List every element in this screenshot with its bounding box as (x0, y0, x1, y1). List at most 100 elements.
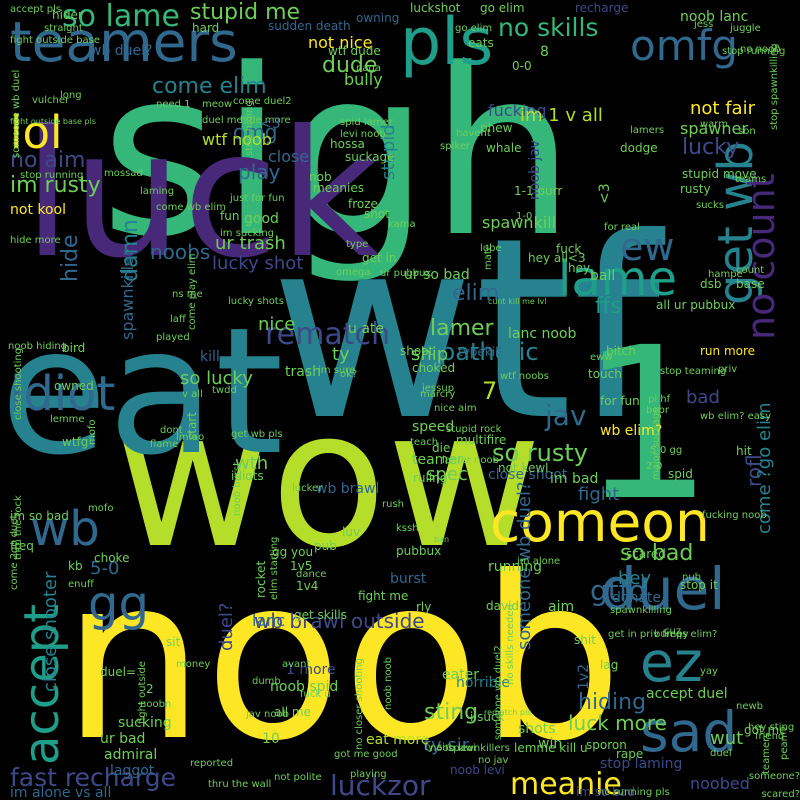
word-im-so-bad: im so bad (576, 785, 635, 799)
word-wb-brawl: wb brawl (316, 481, 380, 497)
word-straight: straight (44, 23, 83, 34)
word-luckzor: luckzor (330, 769, 431, 800)
word-fucking-noob: fucking noob (702, 510, 767, 521)
word-gg: gg (88, 576, 149, 632)
word-duel: duel? (216, 602, 237, 651)
word-spawnkillers: spawnkillers (448, 743, 510, 754)
word-bad: bad (686, 387, 720, 408)
word-stupid-rock: stupid rock (446, 424, 502, 435)
word-wtf-dude: wtf dude (328, 44, 381, 58)
word-jav-noob: jav noob (246, 709, 289, 720)
word-speed: speed (412, 419, 455, 435)
word-comeon: comeon (490, 490, 710, 554)
word-u-ate: u ate (348, 321, 385, 337)
word-rly: rly (416, 600, 432, 614)
word-hey: hey (618, 568, 652, 589)
word-count: count (736, 265, 765, 276)
word-sucking: sucking (118, 715, 172, 731)
word-wut: wut (710, 728, 744, 749)
word-run-more: run more (700, 344, 756, 358)
word-hit: hit (736, 444, 752, 458)
word-stop-laming: stop laming (600, 756, 683, 772)
word-lucker: lucker (292, 483, 323, 494)
word-sporon: sporon (586, 738, 627, 752)
word-ban: ban (434, 535, 450, 544)
word-come-wb-elim: come wb elim (156, 202, 226, 213)
word-noobn: noobn (140, 699, 172, 710)
word-type: type (346, 239, 369, 250)
word-bird: bird (62, 341, 86, 355)
word-i-suck: i suck (470, 710, 505, 724)
word-close-shoot: close shoot (488, 467, 568, 483)
word-laggot: laggot (110, 763, 155, 779)
word-hide: hide (58, 234, 83, 282)
word-played: played (156, 332, 190, 343)
word-die: die (432, 441, 451, 455)
word-dodge: dodge (620, 141, 658, 155)
word-sit: sit (166, 635, 181, 649)
word-wtf-noobs: wtf noobs (500, 371, 549, 382)
word-luck: luck (23, 94, 381, 297)
word-duel: duel (710, 748, 732, 759)
word-wb-brawl-outside: wb brawl outside (254, 609, 425, 633)
word-pathetic: pathetic (440, 338, 539, 366)
word-wtf: wtf (270, 184, 661, 475)
word-nob: nob (309, 170, 332, 184)
word-lamers: lamers (630, 125, 665, 136)
word-running: running (488, 559, 543, 575)
word-ur-so-bad: ur so bad (404, 267, 470, 283)
word-dont: dont (160, 425, 183, 436)
word-just-for-fun: just for fun (230, 193, 285, 204)
word-mofo: mofo (87, 419, 98, 446)
word-5-0-gg: 5-0 gg (650, 445, 683, 456)
word-wb-elim-easy: wb elim? easy (700, 411, 772, 422)
word-david: david (486, 599, 520, 613)
word-spawner: spawner (680, 119, 748, 138)
word-noob: noob (62, 529, 623, 791)
word-duel-me: duel me (202, 115, 243, 126)
word-eater: eater (442, 667, 480, 683)
word-pls: pls (400, 5, 494, 80)
word-pub: pub (314, 539, 337, 553)
word-omega: omega (336, 267, 371, 278)
word-kill: kill (200, 349, 220, 365)
word-im-alone: im alone (517, 556, 561, 567)
word-twdd: twdd (212, 385, 237, 396)
word-luck-more: luck more (568, 711, 667, 735)
word-cuz: cuz (664, 626, 682, 637)
word-nub: nub (682, 572, 702, 583)
word-stop-running: stop running (722, 46, 786, 57)
word-for-real: for real (604, 222, 640, 233)
word-elim-starting: elim starting (269, 536, 280, 600)
word-laff: laff (170, 314, 186, 325)
word-typekill: typekill (458, 345, 502, 359)
word-no-count: no count (739, 173, 783, 340)
word-ur-pubbux: ur pubbux (380, 268, 432, 279)
word-fight-outside-base: fight outside base (10, 35, 100, 46)
word-go-elim: go elim (455, 23, 493, 34)
word-rape: rape (616, 747, 644, 761)
word-2: 2 (146, 682, 154, 696)
word-ez: ez (640, 630, 703, 694)
word-burst: burst (390, 571, 427, 587)
word-scared: scared (626, 547, 666, 561)
word-fight: fight (578, 484, 620, 505)
word-all-me: all me (274, 705, 311, 719)
word-10: 10 (262, 731, 280, 747)
word-spid-lamer: spid lamer (340, 117, 393, 128)
word-im-sure: im sure (318, 365, 356, 376)
word-sad: sad (640, 700, 738, 764)
word-luckshot: luckshot (410, 1, 461, 15)
word-owning: owning (356, 11, 400, 25)
word-ty-sir: ty sir (424, 742, 450, 753)
word-so-bad: so bad (620, 541, 694, 566)
word-lol: lol (10, 106, 63, 159)
word-vulcher: vulcher (32, 95, 70, 106)
word-warm: warm (700, 119, 728, 130)
word-newb: newb (736, 701, 764, 712)
word-havent: havent (456, 128, 491, 139)
word-wtfg: wtfg (62, 435, 89, 449)
word-come-duel2: come duel2 (233, 96, 292, 107)
word-kama: kama (388, 219, 416, 230)
